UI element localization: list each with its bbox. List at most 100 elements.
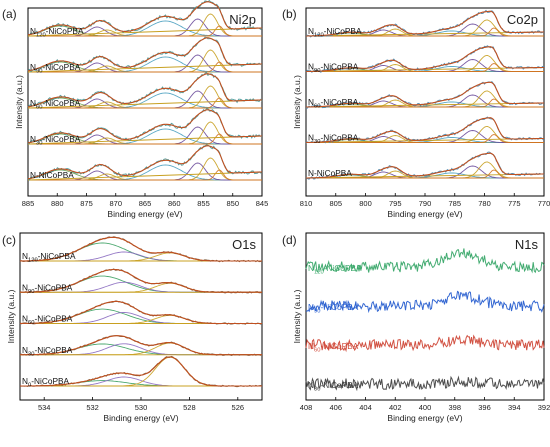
x-tick-label: 780 — [478, 199, 491, 208]
fit-baseline — [27, 171, 263, 181]
panel-title: O1s — [232, 237, 256, 252]
data-line — [305, 290, 545, 314]
chart-panel-0: 885 880 875 870 865 860 855 850 845 Binding energ… — [2, 0, 269, 219]
x-tick-label: 845 — [256, 199, 269, 208]
x-tick-label: 795 — [389, 199, 402, 208]
fit-baseline — [27, 135, 263, 145]
series-label: N120-NiCoPBA — [308, 263, 362, 276]
series-label: N120-NiCoPBA — [30, 26, 84, 39]
fit-envelope — [19, 300, 262, 325]
panel-title: N1s — [515, 237, 539, 252]
x-tick-label: 396 — [478, 403, 491, 412]
x-tick-label: 875 — [80, 199, 93, 208]
series-label: N30-NiCoPBA — [308, 133, 359, 146]
x-tick-label: 532 — [86, 403, 99, 412]
fit-envelope — [20, 335, 262, 356]
series-label: N90-NiCoPBA — [308, 302, 359, 315]
series-label: N30-NiCoPBA — [22, 345, 73, 358]
fit-baseline — [305, 138, 545, 143]
fit-baseline — [305, 102, 545, 108]
fit-envelope — [27, 73, 262, 108]
series-label: N60-NiCoPBA — [30, 98, 81, 111]
fit-envelope — [20, 268, 262, 293]
fit-envelope — [27, 109, 262, 144]
y-axis-label: Intensity (a.u.) — [14, 75, 24, 129]
y-axis-label: Intensity (a.u.) — [292, 75, 302, 129]
series-label: N60-NiCoPBA — [308, 97, 359, 110]
x-axis-label: Binding energy (eV) — [103, 413, 178, 423]
panel-label: (b) — [282, 7, 297, 21]
chart-panel-2: 534 532 530 528 526 Binding energy (eV) Intens… — [2, 232, 263, 423]
x-tick-label: 402 — [389, 403, 402, 412]
x-tick-label: 394 — [508, 403, 521, 412]
data-line — [305, 248, 545, 274]
x-tick-label: 392 — [538, 403, 550, 412]
fit-envelope — [306, 46, 544, 73]
panel-label: (d) — [282, 233, 297, 247]
x-tick-label: 404 — [359, 403, 372, 412]
panel-label: (c) — [2, 233, 16, 247]
x-tick-label: 860 — [168, 199, 181, 208]
fit-component — [306, 134, 544, 143]
series-label: N-NiCoPBA — [308, 168, 352, 178]
fit-component — [306, 98, 544, 108]
x-axis-label: Binding energy (eV) — [387, 209, 462, 219]
fit-component — [306, 27, 544, 37]
x-tick-label: 885 — [22, 199, 35, 208]
series-label: N90-NiCoPBA — [308, 62, 359, 75]
x-tick-label: 406 — [329, 403, 342, 412]
x-tick-label: 870 — [109, 199, 122, 208]
fit-envelope — [20, 356, 262, 387]
x-tick-label: 408 — [300, 403, 313, 412]
x-tick-label: 805 — [329, 199, 342, 208]
panel-title: Co2p — [507, 12, 538, 27]
fit-baseline — [27, 99, 263, 109]
series-label: N30-NiCoPBA — [308, 380, 359, 393]
fit-component — [306, 169, 544, 179]
series-label: N120-NiCoPBA — [308, 26, 362, 39]
data-line — [305, 334, 545, 353]
series-label: N120-NiCoPBA — [22, 251, 76, 264]
series-label: N60-NiCoPBA — [22, 314, 73, 327]
series-label: N0-NiCoPBA — [22, 376, 70, 389]
y-axis-label: Intensity (a.u.) — [6, 289, 16, 343]
fit-component — [306, 63, 544, 72]
series-label: N30-NiCoPBA — [30, 134, 81, 147]
x-tick-label: 775 — [508, 199, 521, 208]
x-tick-label: 790 — [419, 199, 432, 208]
x-tick-label: 850 — [226, 199, 239, 208]
x-axis-label: Binding energy (eV) — [107, 209, 182, 219]
x-tick-label: 785 — [448, 199, 461, 208]
x-tick-label: 530 — [135, 403, 148, 412]
fit-envelope — [306, 81, 544, 108]
x-tick-label: 800 — [359, 199, 372, 208]
plot-frame — [305, 232, 545, 401]
x-tick-label: 770 — [538, 199, 550, 208]
y-axis-label: Intensity (a.u.) — [292, 289, 302, 343]
fit-envelope — [27, 145, 262, 180]
x-axis-label: Binding energy (eV) — [387, 413, 462, 423]
x-tick-label: 865 — [139, 199, 152, 208]
fit-baseline — [27, 27, 263, 37]
x-tick-label: 400 — [419, 403, 432, 412]
fit-envelope — [20, 236, 262, 262]
fit-envelope — [306, 117, 544, 144]
x-tick-label: 880 — [51, 199, 64, 208]
x-tick-label: 398 — [448, 403, 461, 412]
chart-panel-3: 408 406 404 402 400 398 396 394 392 Binding energ… — [282, 232, 550, 423]
series-label: N90-NiCoPBA — [30, 62, 81, 75]
x-tick-label: 855 — [197, 199, 210, 208]
data-line — [305, 375, 545, 392]
series-label: N60-NiCoPBA — [308, 341, 359, 354]
fit-envelope — [306, 152, 544, 179]
x-tick-label: 528 — [183, 403, 196, 412]
x-tick-label: 810 — [300, 199, 313, 208]
panel-title: Ni2p — [229, 12, 256, 27]
fit-envelope — [306, 10, 544, 37]
panel-label: (a) — [2, 7, 17, 21]
fit-baseline — [27, 63, 263, 73]
fit-envelope — [27, 37, 262, 72]
series-label: N90-NiCoPBA — [22, 282, 73, 295]
chart-panel-1: 810 805 800 795 790 785 780 775 770 Binding energ… — [282, 7, 550, 219]
